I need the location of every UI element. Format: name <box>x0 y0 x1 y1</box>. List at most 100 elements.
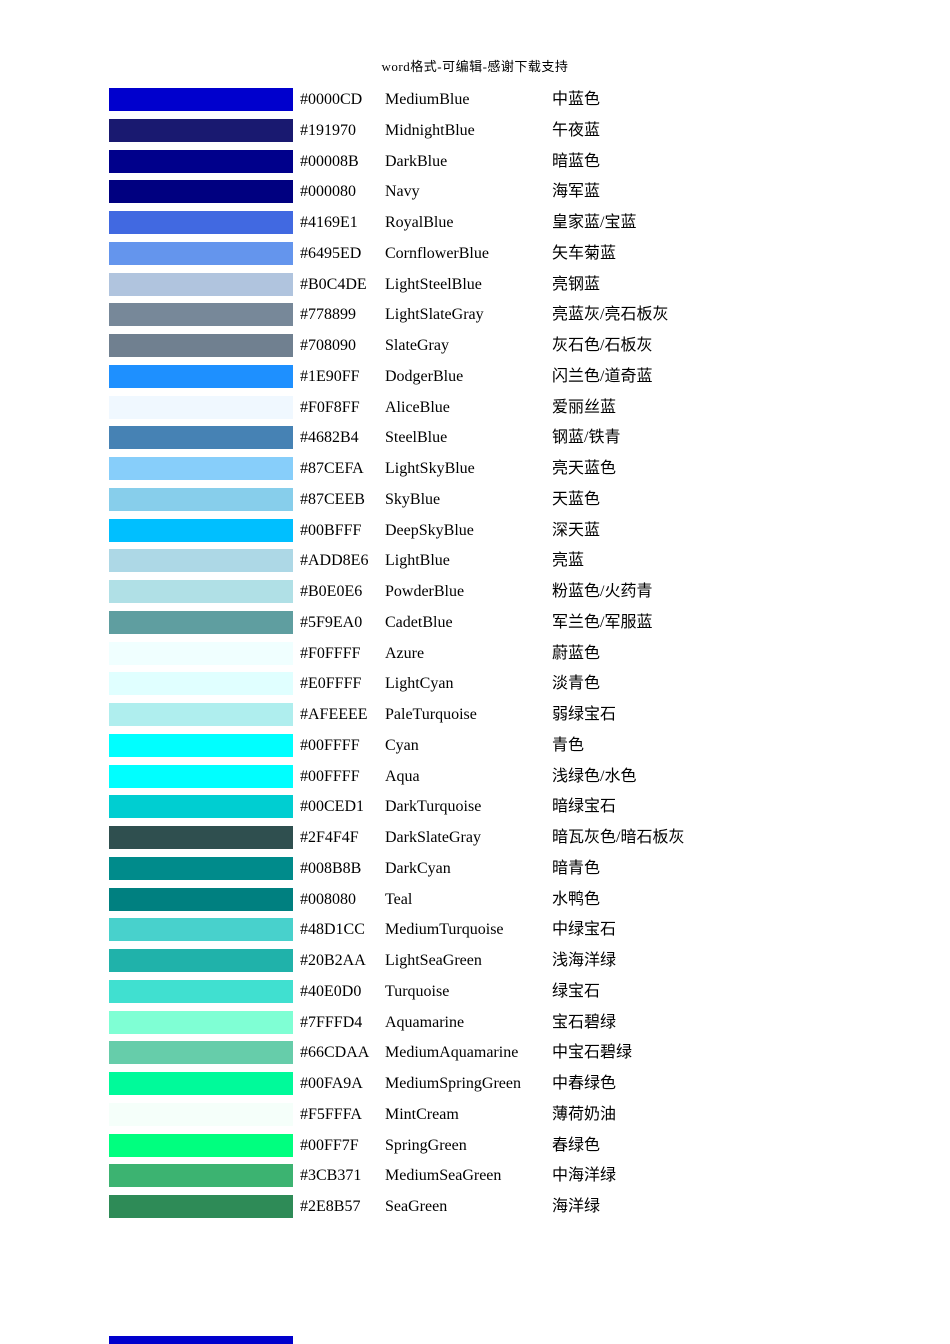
table-row: #778899 LightSlateGray 亮蓝灰/亮石板灰 <box>109 303 869 334</box>
color-name-cn: 弱绿宝石 <box>552 706 617 723</box>
hex-code: #00CED1 <box>300 798 364 816</box>
table-row: #1E90FF DodgerBlue 闪兰色/道奇蓝 <box>109 364 869 396</box>
color-swatch <box>109 979 293 1003</box>
hex-code: #00FA9A <box>300 1075 363 1092</box>
hex-code: #1E90FF <box>300 367 360 385</box>
color-name-cn: 暗绿宝石 <box>552 798 617 816</box>
table-row: #5F9EA0 CadetBlue 军兰色/军服蓝 <box>109 610 869 642</box>
hex-code: #2E8B57 <box>300 1198 361 1215</box>
color-name-cn: 矢车菊蓝 <box>552 244 617 262</box>
color-swatch <box>109 303 293 327</box>
color-name-en: DarkSlateGray <box>385 829 481 846</box>
hex-code: #66CDAA <box>300 1044 370 1062</box>
color-name-en: MediumBlue <box>385 91 470 108</box>
table-row: #48D1CC MediumTurquoise 中绿宝石 <box>109 918 869 949</box>
color-name-en: Teal <box>385 890 413 908</box>
table-row: #00FFFF Aqua 浅绿色/水色 <box>109 764 869 796</box>
table-row: #B0C4DE LightSteelBlue 亮钢蓝 <box>109 272 869 304</box>
hex-code: #E0FFFF <box>300 675 362 693</box>
color-swatch <box>109 272 293 296</box>
color-name-cn: 亮钢蓝 <box>552 275 601 293</box>
hex-code: #191970 <box>300 121 356 139</box>
color-name-cn: 灰石色/石板灰 <box>552 337 653 354</box>
color-name-en: Cyan <box>385 736 419 754</box>
color-swatch <box>109 426 293 450</box>
table-row: #F0F8FF AliceBlue 爱丽丝蓝 <box>109 395 869 427</box>
color-name-cn: 暗青色 <box>552 859 601 877</box>
color-name-en: AliceBlue <box>385 398 450 416</box>
color-name-en: DeepSkyBlue <box>385 521 474 539</box>
color-swatch <box>109 672 293 696</box>
color-swatch <box>109 1072 293 1095</box>
color-swatch <box>109 241 293 265</box>
hex-code: #48D1CC <box>300 921 365 939</box>
hex-code: #AFEEEE <box>300 706 368 723</box>
color-name-cn: 亮天蓝色 <box>552 460 617 477</box>
color-name-cn: 蔚蓝色 <box>552 644 601 662</box>
hex-code: #2F4F4F <box>300 829 359 846</box>
color-swatch <box>109 487 293 511</box>
table-row: #AFEEEE PaleTurquoise 弱绿宝石 <box>109 703 869 734</box>
color-swatch <box>109 1195 293 1218</box>
color-swatch <box>109 918 293 942</box>
color-name-cn: 淡青色 <box>552 675 601 693</box>
hex-code: #00FFFF <box>300 736 360 754</box>
color-name-cn: 亮蓝灰/亮石板灰 <box>552 306 669 324</box>
color-swatch <box>109 118 293 142</box>
hex-code: #ADD8E6 <box>300 552 369 570</box>
table-row: #008080 Teal 水鸭色 <box>109 887 869 919</box>
table-row: #87CEEB SkyBlue 天蓝色 <box>109 487 869 519</box>
color-name-en: DarkTurquoise <box>385 798 482 816</box>
table-row: #F0FFFF Azure 蔚蓝色 <box>109 641 869 673</box>
hex-code: #3CB371 <box>300 1167 362 1185</box>
color-swatch <box>109 395 293 419</box>
color-name-cn: 钢蓝/铁青 <box>552 429 621 447</box>
table-row: #00FFFF Cyan 青色 <box>109 733 869 765</box>
color-name-en: Navy <box>385 183 420 201</box>
color-name-en: DarkBlue <box>385 152 448 170</box>
color-swatch <box>109 334 293 357</box>
color-swatch <box>109 949 293 972</box>
color-swatch <box>109 149 293 173</box>
color-name-cn: 薄荷奶油 <box>552 1105 617 1123</box>
color-name-cn: 军兰色/军服蓝 <box>552 613 653 631</box>
color-swatch <box>109 826 293 849</box>
table-row: #00BFFF DeepSkyBlue 深天蓝 <box>109 518 869 550</box>
table-row: #008B8B DarkCyan 暗青色 <box>109 856 869 888</box>
color-swatch <box>109 641 293 665</box>
color-name-cn: 午夜蓝 <box>552 121 601 139</box>
hex-code: #008B8B <box>300 859 362 877</box>
color-name-en: Aquamarine <box>385 1013 465 1031</box>
color-name-en: LightSeaGreen <box>385 952 482 969</box>
color-name-cn: 中蓝色 <box>552 91 601 108</box>
hex-code: #7FFFD4 <box>300 1013 363 1031</box>
hex-code: #4682B4 <box>300 429 359 447</box>
color-name-en: MediumAquamarine <box>385 1044 519 1062</box>
table-row: #2F4F4F DarkSlateGray 暗瓦灰色/暗石板灰 <box>109 826 869 857</box>
color-swatch <box>109 180 293 204</box>
hex-code: #0000CD <box>300 91 363 108</box>
hex-code: #008080 <box>300 890 356 908</box>
color-name-cn: 海军蓝 <box>552 183 601 201</box>
color-name-en: MediumSpringGreen <box>385 1075 521 1092</box>
color-name-cn: 浅海洋绿 <box>552 952 617 969</box>
color-name-cn: 青色 <box>552 736 585 754</box>
color-name-en: DarkCyan <box>385 859 451 877</box>
table-row: #40E0D0 Turquoise 绿宝石 <box>109 979 869 1011</box>
color-name-cn: 浅绿色/水色 <box>552 767 637 785</box>
color-swatch <box>109 457 293 480</box>
color-name-cn: 春绿色 <box>552 1136 601 1154</box>
color-name-en: LightBlue <box>385 552 450 570</box>
color-name-cn: 暗蓝色 <box>552 152 601 170</box>
color-name-en: RoyalBlue <box>385 214 454 231</box>
color-name-cn: 暗瓦灰色/暗石板灰 <box>552 829 685 846</box>
table-row: #4169E1 RoyalBlue 皇家蓝/宝蓝 <box>109 211 869 242</box>
color-swatch <box>109 795 293 819</box>
color-name-en: LightSlateGray <box>385 306 484 324</box>
color-name-en: Aqua <box>385 767 420 785</box>
hex-code: #00008B <box>300 152 359 170</box>
table-row: #3CB371 MediumSeaGreen 中海洋绿 <box>109 1164 869 1195</box>
color-name-cn: 水鸭色 <box>552 890 601 908</box>
table-row: #F5FFFA MintCream 薄荷奶油 <box>109 1102 869 1134</box>
